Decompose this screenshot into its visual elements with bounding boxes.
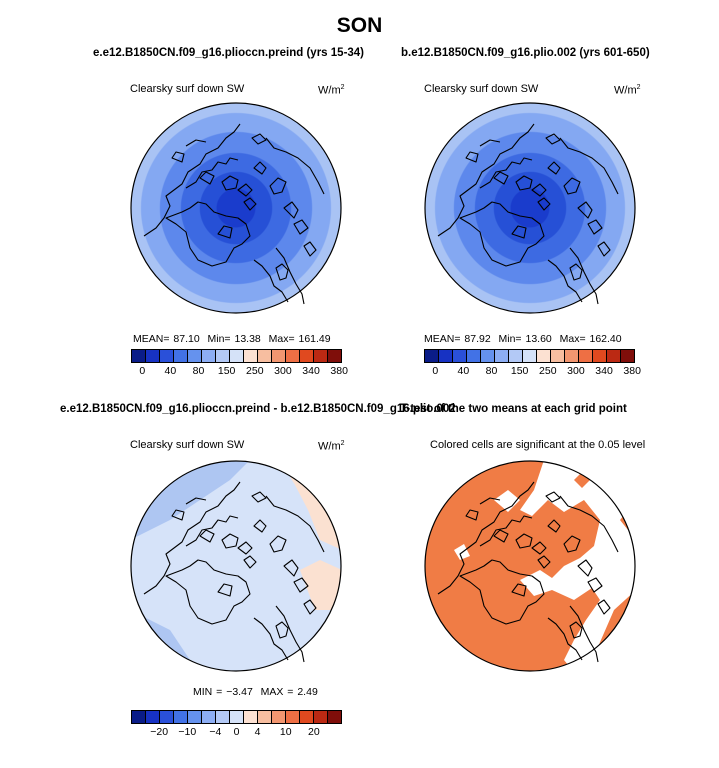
colorbar-tick-label: 250: [246, 365, 264, 377]
panel3-title: e.e12.B1850CN.f09_g16.pliocсn.preind - b…: [60, 403, 456, 415]
colorbar-swatch: [160, 711, 174, 723]
colorbar-swatch: [258, 350, 272, 362]
panel1-stats: MEAN= 87.10 Min= 13.38 Max= 161.49: [133, 333, 331, 345]
colorbar-tick-label: 0: [233, 726, 240, 738]
colorbar-tick-label: 300: [567, 365, 585, 377]
colorbar-tick-label: 150: [217, 365, 236, 377]
panel2-colorbar-ticks: 0 40 80 150 250 300 340 380: [424, 365, 641, 377]
panel1-colorbar-ticks: 0 40 80 150 250 300 340 380: [131, 365, 348, 377]
colorbar-swatch: [328, 711, 341, 723]
panel4-title: T-test of the two means at each grid poi…: [400, 403, 627, 415]
panel2-variable-label: Clearsky surf down SW: [424, 83, 539, 95]
colorbar-tick-label: 4: [254, 726, 261, 738]
colorbar-swatch: [132, 350, 146, 362]
panel1-field: [131, 103, 341, 313]
colorbar-swatch: [160, 350, 174, 362]
colorbar-tick-label: 340: [302, 365, 320, 377]
colorbar-swatch: [509, 350, 523, 362]
panel3-stats: MIN = −3.47 MAX = 2.49: [193, 686, 318, 698]
colorbar-tick-label: 150: [510, 365, 529, 377]
figure-title: SON: [336, 14, 383, 37]
colorbar-swatch: [565, 350, 579, 362]
colorbar-swatch: [272, 350, 286, 362]
panel1-units: W/m2: [318, 84, 345, 97]
colorbar-swatch: [244, 711, 258, 723]
colorbar-swatch: [425, 350, 439, 362]
panel3-colorbar-ticks: −20 −10 −4 0 4 10 20: [131, 726, 342, 738]
colorbar-swatch: [132, 711, 146, 723]
colorbar-swatch: [593, 350, 607, 362]
colorbar-swatch: [216, 711, 230, 723]
colorbar-tick-label: 250: [539, 365, 557, 377]
panel1-colorbar: [131, 349, 342, 363]
colorbar-tick-label: −10: [178, 726, 197, 738]
colorbar-swatch: [467, 350, 481, 362]
panel1-variable-label: Clearsky surf down SW: [130, 83, 245, 95]
colorbar-swatch: [272, 711, 286, 723]
panel2-colorbar: [424, 349, 635, 363]
colorbar-swatch: [314, 711, 328, 723]
colorbar-tick-label: 380: [330, 365, 348, 377]
colorbar-swatch: [202, 350, 216, 362]
panel1-map: [130, 102, 342, 314]
colorbar-swatch: [188, 711, 202, 723]
colorbar-swatch: [244, 350, 258, 362]
panel3-colorbar: [131, 710, 342, 724]
colorbar-tick-label: −20: [150, 726, 169, 738]
colorbar-tick-label: 40: [457, 365, 470, 377]
panel4-subtitle: Colored cells are significant at the 0.0…: [430, 439, 646, 451]
panel3-units: W/m2: [318, 440, 345, 453]
colorbar-swatch: [523, 350, 537, 362]
colorbar-swatch: [174, 350, 188, 362]
panel2-title: b.e12.B1850CN.f09_g16.plio.002 (yrs 601-…: [401, 47, 650, 59]
colorbar-tick-label: 20: [308, 726, 320, 738]
colorbar-swatch: [146, 711, 160, 723]
colorbar-swatch: [202, 711, 216, 723]
colorbar-swatch: [328, 350, 341, 362]
colorbar-swatch: [537, 350, 551, 362]
panel2-map: [424, 102, 636, 314]
panel3-variable-label: Clearsky surf down SW: [130, 439, 245, 451]
colorbar-tick-label: 340: [595, 365, 613, 377]
colorbar-swatch: [174, 711, 188, 723]
colorbar-swatch: [230, 350, 244, 362]
colorbar-tick-label: 40: [164, 365, 177, 377]
colorbar-tick-label: −4: [209, 726, 222, 738]
colorbar-swatch: [230, 711, 244, 723]
colorbar-swatch: [551, 350, 565, 362]
colorbar-swatch: [621, 350, 634, 362]
colorbar-swatch: [579, 350, 593, 362]
panel2-units: W/m2: [614, 84, 641, 97]
panel1-title: e.e12.B1850CN.f09_g16.pliocсn.preind (yr…: [93, 47, 365, 59]
colorbar-swatch: [300, 711, 314, 723]
colorbar-swatch: [146, 350, 160, 362]
colorbar-tick-label: 300: [274, 365, 292, 377]
colorbar-swatch: [607, 350, 621, 362]
colorbar-swatch: [216, 350, 230, 362]
colorbar-swatch: [188, 350, 202, 362]
colorbar-tick-label: 0: [432, 365, 439, 377]
colorbar-swatch: [286, 711, 300, 723]
colorbar-tick-label: 380: [623, 365, 641, 377]
panel4-map: [424, 460, 636, 672]
panel2-field: [425, 103, 635, 313]
panel2-stats: MEAN= 87.92 Min= 13.60 Max= 162.40: [424, 333, 622, 345]
colorbar-swatch: [300, 350, 314, 362]
colorbar-swatch: [453, 350, 467, 362]
colorbar-swatch: [286, 350, 300, 362]
panel3-map: [130, 460, 342, 672]
colorbar-tick-label: 80: [485, 365, 498, 377]
colorbar-tick-label: 10: [279, 726, 292, 738]
colorbar-swatch: [495, 350, 509, 362]
colorbar-swatch: [314, 350, 328, 362]
colorbar-swatch: [258, 711, 272, 723]
colorbar-tick-label: 80: [192, 365, 205, 377]
colorbar-swatch: [481, 350, 495, 362]
colorbar-tick-label: 0: [139, 365, 146, 377]
colorbar-swatch: [439, 350, 453, 362]
